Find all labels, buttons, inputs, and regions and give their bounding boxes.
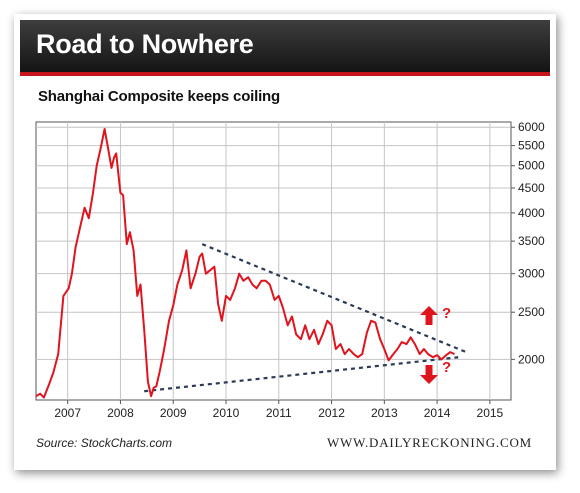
source-note: Source: StockCharts.com — [36, 436, 173, 450]
y-tick-labels: 6000 5500 5000 4500 4000 3500 3000 2500 2000 — [518, 120, 545, 366]
x-tick-label: 2009 — [160, 406, 187, 420]
x-tick-labels: 2007 2008 2009 2010 2011 2012 2013 2014 2015 — [54, 406, 503, 420]
series-layer — [35, 128, 455, 399]
chart-svg: 2007 2008 2009 2010 2011 2012 2013 2014 2015 600… — [35, 120, 545, 420]
x-tick-label: 2014 — [424, 406, 451, 420]
x-tick-label: 2011 — [266, 406, 292, 420]
chart-card: Road to Nowhere Shanghai Composite keeps… — [14, 14, 556, 470]
series-line — [35, 128, 455, 399]
chart-subtitle: Shanghai Composite keeps coiling — [38, 88, 280, 105]
y-tick-label: 2000 — [518, 352, 545, 366]
chart-title: Road to Nowhere — [36, 29, 254, 59]
x-tick-label: 2008 — [107, 406, 134, 420]
up-arrow-icon — [420, 306, 438, 325]
y-tick-label: 3500 — [518, 234, 545, 248]
x-gridlines — [67, 122, 491, 404]
y-tick-label: 5500 — [518, 139, 545, 153]
x-tick-label: 2007 — [54, 406, 81, 420]
brand-url: WWW.DAILYRECKONING.COM — [326, 435, 532, 450]
y-tick-label: 5000 — [518, 159, 545, 173]
y-tick-label: 2500 — [518, 305, 545, 319]
x-tick-label: 2010 — [213, 406, 240, 420]
x-tick-label: 2013 — [371, 406, 398, 420]
x-tick-label: 2012 — [318, 406, 345, 420]
title-banner: Road to Nowhere — [20, 20, 550, 76]
plot-area — [35, 121, 512, 401]
annotations: ? ? — [420, 305, 451, 384]
y-tick-label: 4000 — [518, 206, 545, 220]
down-arrow-icon — [420, 365, 438, 384]
y-tick-label: 6000 — [518, 120, 545, 134]
y-tick-label: 3000 — [518, 267, 545, 281]
x-tick-label: 2015 — [477, 406, 504, 420]
y-tick-label: 4500 — [518, 181, 545, 195]
up-question-mark: ? — [442, 305, 451, 322]
down-question-mark: ? — [442, 359, 451, 376]
